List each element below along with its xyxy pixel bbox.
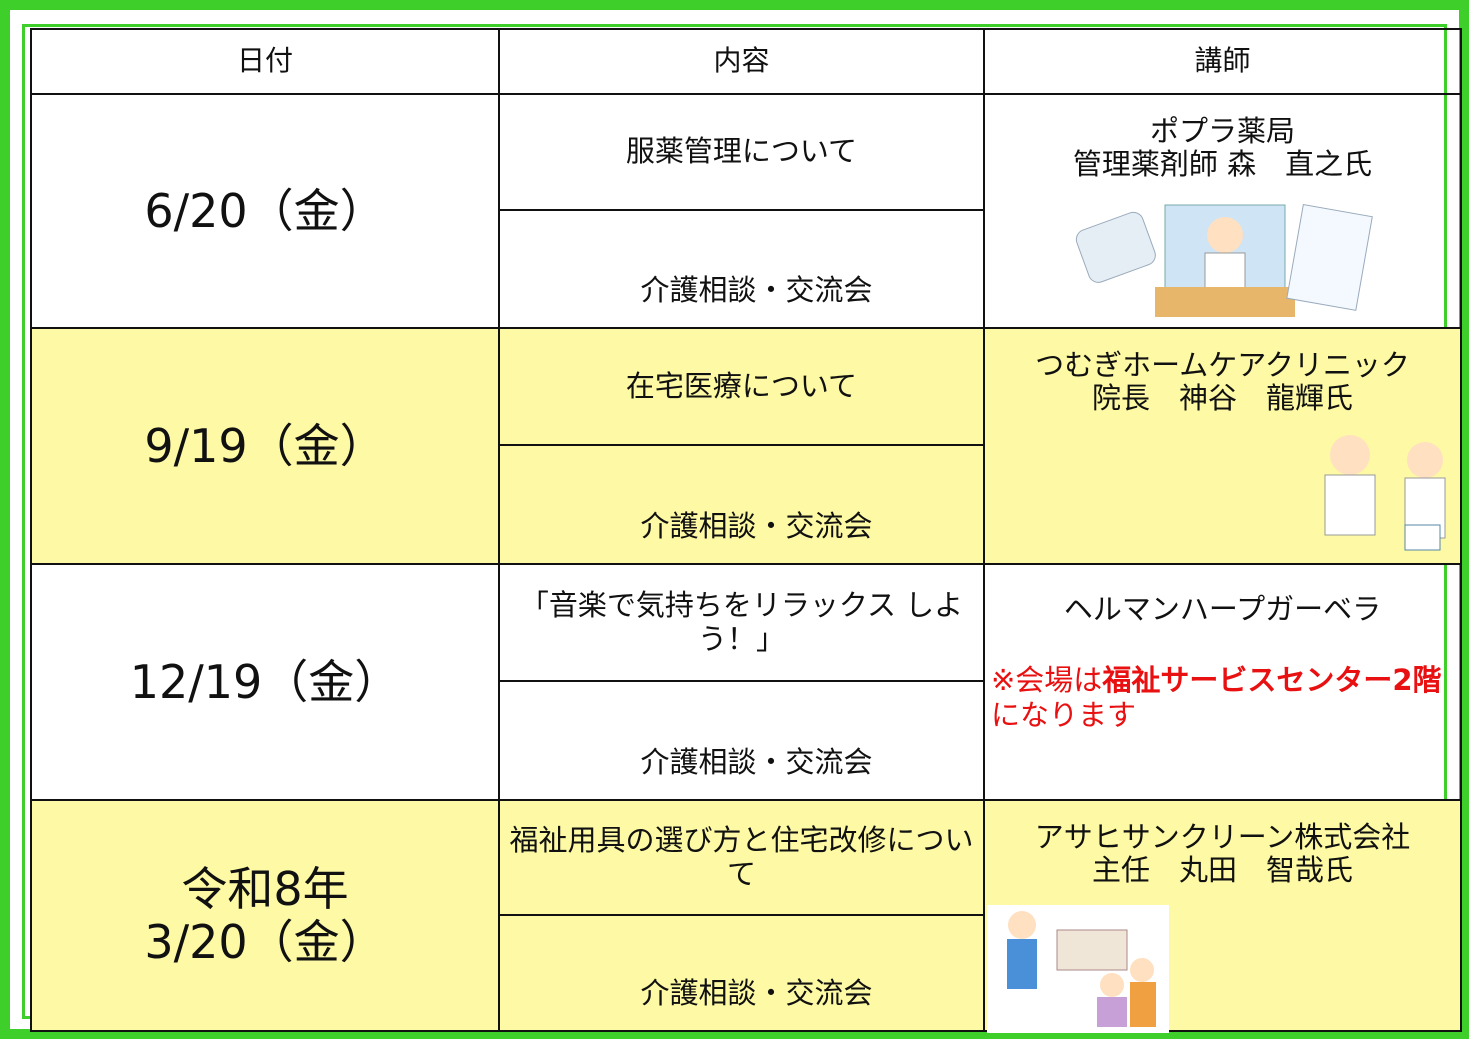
- header-text: 講師: [1194, 44, 1251, 78]
- date-text: 6/20（金）: [144, 183, 386, 238]
- topic-cell: 介護相談・交流会: [498, 209, 985, 329]
- lecturer-cell: ヘルマンハープガーベラ: [983, 563, 1462, 801]
- date-cell: 9/19（金）: [30, 327, 500, 565]
- date-text: 12/19（金）: [129, 654, 401, 709]
- topic-text: 福祉用具の選び方と住宅改修について: [509, 823, 974, 891]
- date-cell: 令和8年 3/20（金）: [30, 799, 500, 1032]
- lecturer-cell: つむぎホームケアクリニック 院長 神谷 龍輝氏: [983, 327, 1462, 565]
- header-text: 日付: [236, 44, 293, 78]
- lecturer-text: ヘルマンハープガーベラ: [1063, 592, 1382, 626]
- date-text: 3/20（金）: [144, 914, 386, 969]
- pharmacy-illustration: [1075, 204, 1373, 317]
- topic-text: 在宅医療について: [625, 368, 858, 403]
- lecturer-text: 院長 神谷 龍輝氏: [1091, 381, 1353, 416]
- care-illustration: [987, 905, 1169, 1033]
- note-text: になります: [991, 697, 1137, 732]
- note-text: ※会場は: [991, 663, 1103, 697]
- venue-note: ※会場は福祉サービスセンター2階になります: [991, 663, 1451, 733]
- header-cell: 講師: [983, 28, 1462, 95]
- topic-cell: 「音楽で気持ちをリラックス しよう！」: [498, 563, 985, 682]
- topic-cell: 介護相談・交流会: [498, 680, 985, 801]
- date-cell: 12/19（金）: [30, 563, 500, 801]
- lecturer-text: 主任 丸田 智哉氏: [1091, 853, 1353, 888]
- note-text: 福祉サービスセンター2階: [1102, 663, 1442, 697]
- topic-cell: 福祉用具の選び方と住宅改修について: [498, 799, 985, 916]
- topic-text: 介護相談・交流会: [640, 508, 873, 543]
- lecturer-text: アサヒサンクリーン株式会社: [1034, 820, 1411, 854]
- date-text: 9/19（金）: [144, 418, 386, 473]
- topic-text: 介護相談・交流会: [640, 744, 873, 779]
- header-cell: 日付: [30, 28, 500, 95]
- topic-text: 服薬管理について: [625, 134, 858, 169]
- header-text: 内容: [713, 44, 770, 78]
- date-cell: 6/20（金）: [30, 93, 500, 329]
- header-cell: 内容: [498, 28, 985, 95]
- date-text: 令和8年: [181, 861, 349, 916]
- topic-text: 介護相談・交流会: [640, 975, 873, 1010]
- topic-cell: 介護相談・交流会: [498, 914, 985, 1032]
- topic-cell: 介護相談・交流会: [498, 444, 985, 565]
- topic-text: 「音楽で気持ちをリラックス しよう！」: [519, 588, 964, 656]
- topic-text: 介護相談・交流会: [640, 272, 873, 307]
- doctor-nurse-illustration: [1324, 435, 1446, 551]
- lecturer-text: 管理薬剤師 森 直之氏: [1072, 147, 1373, 182]
- lecturer-text: つむぎホームケアクリニック: [1035, 348, 1410, 382]
- topic-cell: 在宅医療について: [498, 327, 985, 446]
- lecturer-text: ポプラ薬局: [1149, 114, 1295, 148]
- topic-cell: 服薬管理について: [498, 93, 985, 211]
